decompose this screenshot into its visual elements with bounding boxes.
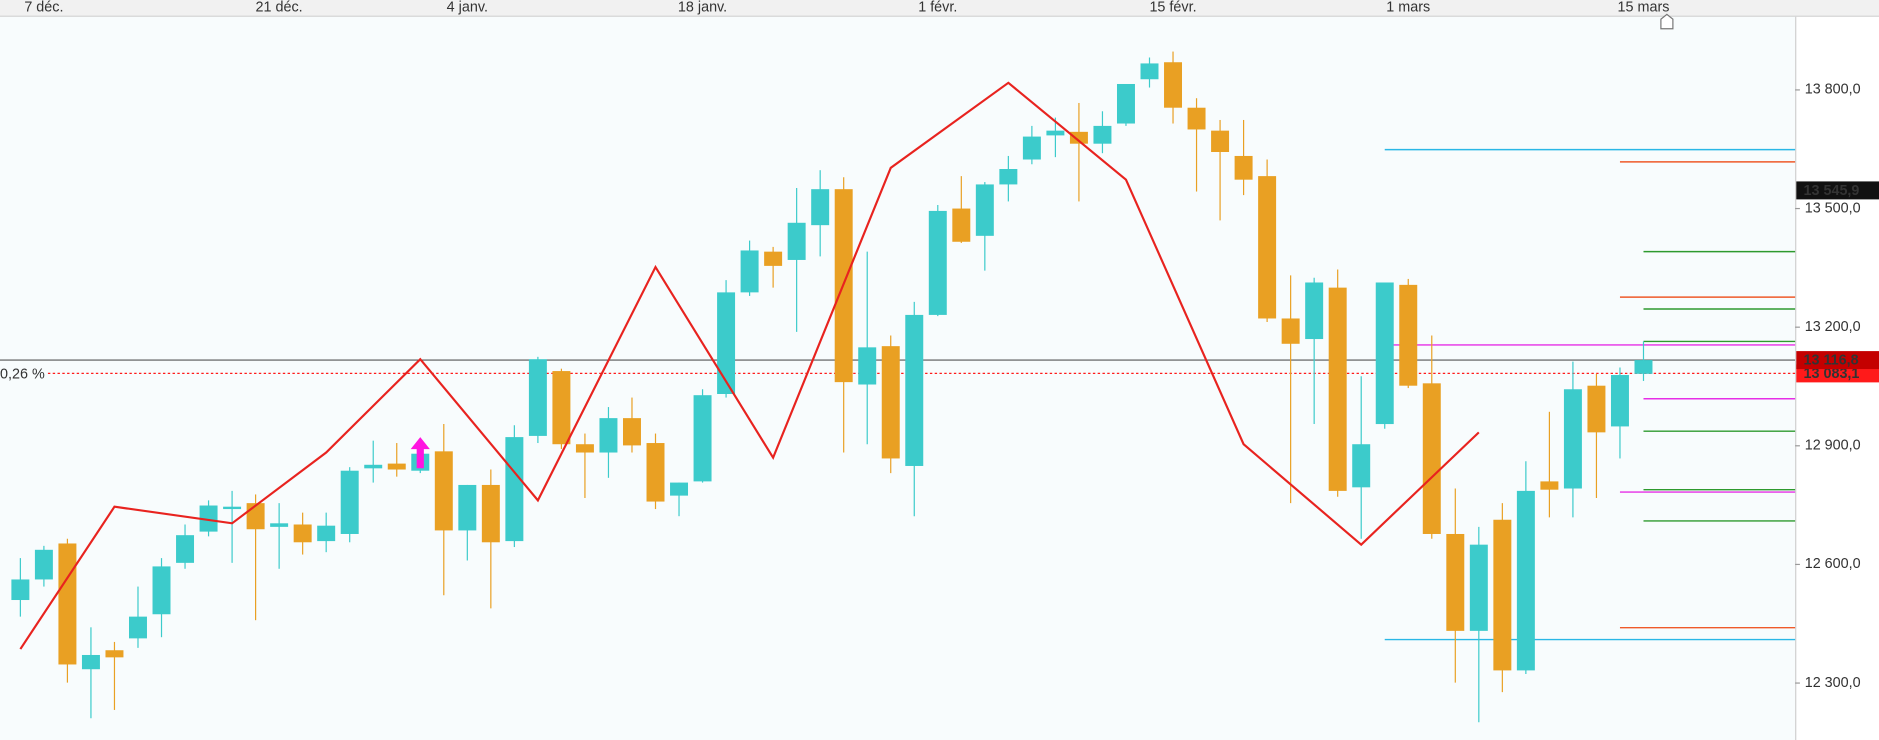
candle-body	[1281, 318, 1300, 344]
candle-body	[858, 347, 877, 385]
candle-body	[1352, 444, 1371, 488]
candle-body	[1069, 131, 1088, 144]
y-tick-label: 12 300,0	[1805, 675, 1861, 691]
y-tick-label: 13 200,0	[1805, 319, 1861, 335]
candle-body	[575, 444, 594, 453]
x-tick-label: 1 mars	[1386, 0, 1430, 16]
candle-body	[975, 184, 994, 236]
candle-body	[1422, 383, 1441, 534]
price-annotation: 0,26 %	[0, 366, 45, 382]
candle-body	[1234, 155, 1253, 180]
candle-body	[622, 418, 641, 446]
x-tick-label: 15 mars	[1618, 0, 1670, 16]
x-tick-label: 18 janv.	[678, 0, 727, 16]
candle-body	[387, 463, 406, 470]
candle-body	[1634, 360, 1653, 374]
candle-body	[1469, 544, 1488, 631]
candle-body	[1399, 284, 1418, 386]
candle-body	[1610, 375, 1629, 427]
candle-body	[740, 250, 759, 293]
candle-body	[1587, 385, 1606, 433]
x-tick-label: 4 janv.	[447, 0, 488, 16]
candle-body	[340, 470, 359, 534]
y-tick-label: 13 500,0	[1805, 200, 1861, 216]
candle-body	[905, 314, 924, 466]
candle-body	[58, 543, 77, 665]
candle-body	[528, 359, 547, 436]
candle-body	[693, 395, 712, 482]
y-tick-label: 12 600,0	[1805, 556, 1861, 572]
price-box-label: 13 116,8	[1804, 352, 1859, 368]
candle-body	[1493, 519, 1512, 671]
candle-body	[1211, 130, 1230, 152]
candle-body	[364, 464, 383, 469]
candle-body	[481, 484, 500, 543]
candle-body	[246, 503, 265, 530]
candle-body	[81, 654, 100, 670]
candle-body	[670, 482, 689, 496]
x-tick-label: 21 déc.	[256, 0, 303, 16]
candle-body	[1140, 63, 1159, 80]
candle-body	[293, 524, 312, 543]
candle-body	[1258, 176, 1277, 319]
price-box	[1796, 351, 1879, 370]
x-tick-label: 1 févr.	[918, 0, 957, 16]
candle-body	[1540, 481, 1559, 490]
candle-body	[646, 443, 665, 502]
candle-body	[176, 535, 195, 563]
date-strip	[0, 0, 1879, 16]
zigzag-line	[19, 81, 1480, 650]
y-tick-label: 12 900,0	[1805, 438, 1861, 454]
candle-body	[1446, 533, 1465, 631]
price-box-label: 13 545,9	[1804, 183, 1860, 199]
candle-body	[1093, 125, 1112, 144]
candle-body	[1116, 83, 1135, 124]
candle-body	[270, 523, 289, 527]
candle-body	[1563, 389, 1582, 489]
candle-body	[811, 189, 830, 226]
price-box	[1796, 181, 1879, 200]
candle-body	[1022, 136, 1041, 160]
candle-body	[1305, 282, 1324, 340]
candle-body	[34, 549, 53, 580]
y-tick-label: 13 800,0	[1805, 82, 1861, 98]
candle-body	[1375, 282, 1394, 425]
x-tick-label: 15 févr.	[1149, 0, 1196, 16]
candle-body	[764, 251, 783, 266]
candle-body	[199, 505, 218, 532]
signal-arrow	[410, 437, 430, 469]
candle-body	[599, 418, 618, 453]
candle-body	[1164, 62, 1183, 108]
candle-body	[317, 525, 336, 542]
candle-body	[717, 292, 736, 395]
candle-body	[223, 506, 242, 510]
price-box-label: 13 083,1	[1804, 366, 1860, 382]
candle-body	[787, 222, 806, 260]
candle-body	[928, 210, 947, 315]
candle-body	[552, 371, 571, 445]
candle-body	[11, 579, 30, 601]
candle-body	[1516, 490, 1535, 671]
candle-body	[505, 437, 524, 542]
x-tick-label: 7 déc.	[24, 0, 63, 16]
candle-body	[881, 346, 900, 459]
candle-body	[952, 208, 971, 242]
candle-body	[129, 616, 147, 639]
candle-body	[434, 451, 453, 531]
home-icon[interactable]	[1660, 13, 1674, 30]
candle-body	[1046, 130, 1065, 136]
candle-body	[1187, 107, 1206, 130]
candle-body	[105, 650, 124, 658]
candle-body	[1328, 287, 1347, 491]
candle-body	[458, 484, 477, 531]
candle-body	[152, 566, 171, 615]
candle-body	[999, 169, 1018, 185]
